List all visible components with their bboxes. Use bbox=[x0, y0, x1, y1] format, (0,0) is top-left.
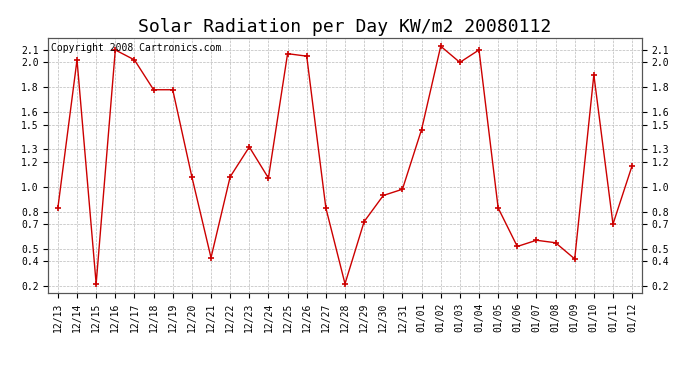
Title: Solar Radiation per Day KW/m2 20080112: Solar Radiation per Day KW/m2 20080112 bbox=[139, 18, 551, 36]
Text: Copyright 2008 Cartronics.com: Copyright 2008 Cartronics.com bbox=[51, 43, 221, 52]
